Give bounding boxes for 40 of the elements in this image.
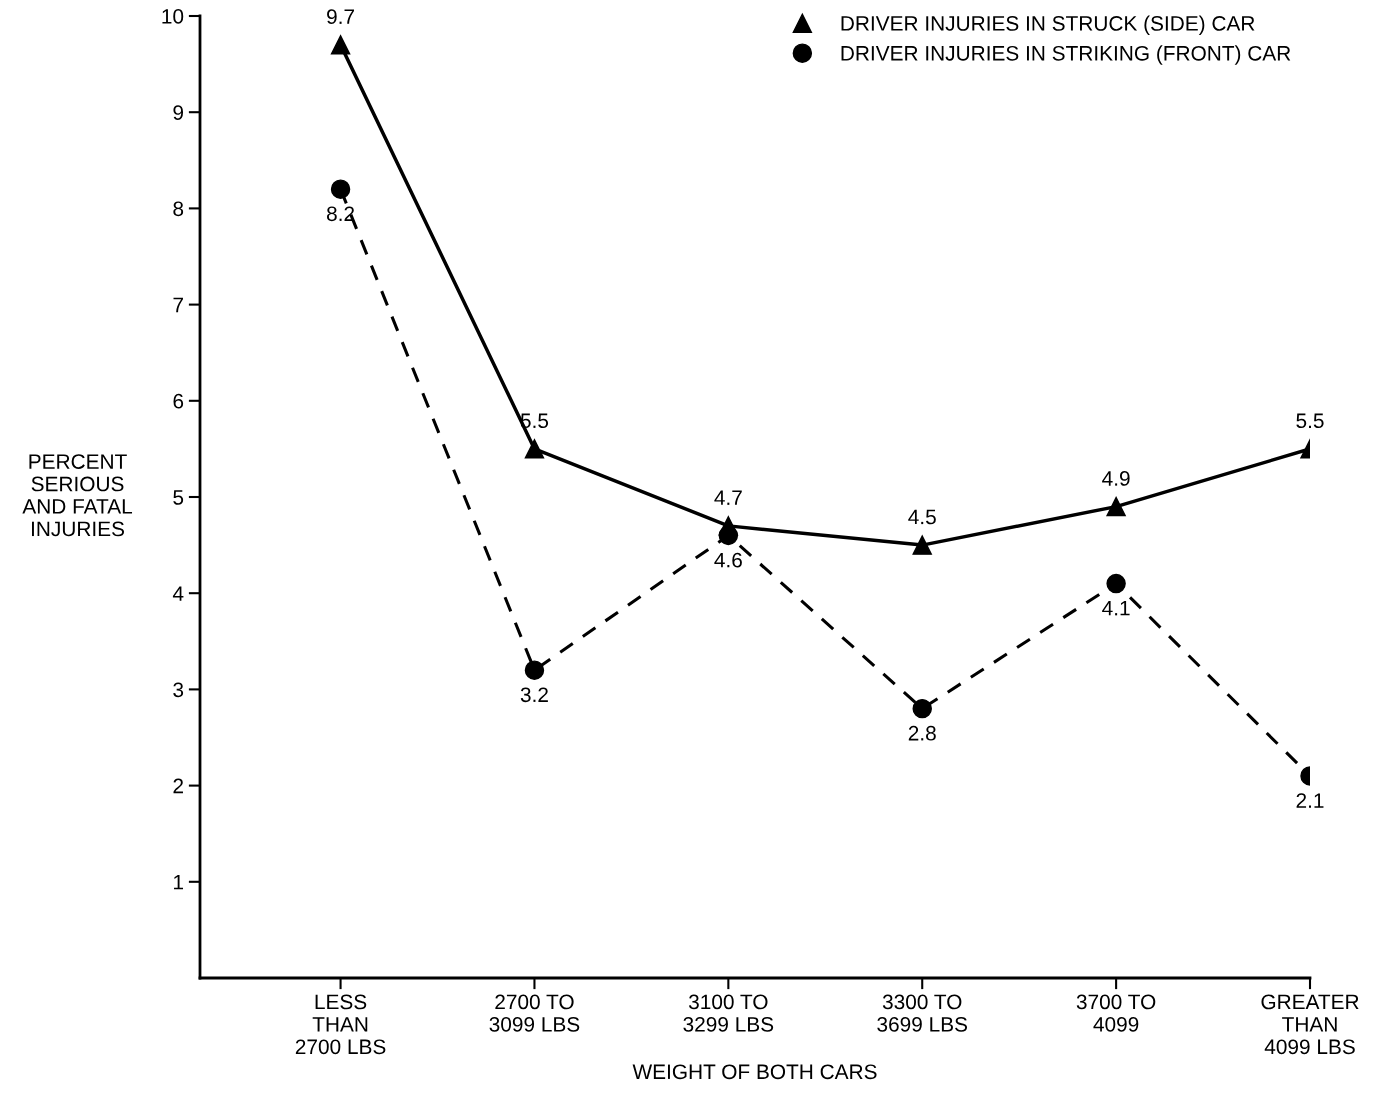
- legend-label: DRIVER INJURIES IN STRUCK (SIDE) CAR: [841, 15, 1255, 35]
- data-label: 8.2: [326, 206, 354, 222]
- y-tick-label: 4: [172, 586, 184, 601]
- y-tick-label: 3: [173, 682, 184, 698]
- data-label: 2.8: [908, 725, 936, 741]
- point: [330, 35, 351, 55]
- y-tick-label: 5: [173, 490, 184, 505]
- data-label: 4.7: [714, 490, 742, 505]
- point: [1106, 496, 1126, 517]
- point: [912, 698, 932, 719]
- y-tick-label: 8: [173, 201, 184, 217]
- y-tick-label: 6: [173, 393, 184, 409]
- x-tick-label: LESS THAN 2700 LBS: [295, 994, 386, 1055]
- x-tick-label: 3700 TO 4099: [1076, 994, 1156, 1032]
- data-label: 2.1: [1296, 793, 1324, 808]
- data-label: 4.5: [908, 509, 936, 525]
- point: [1106, 573, 1126, 594]
- y-tick-label: 10: [162, 9, 184, 24]
- x-tick-label: 3300 TO 3699 LBS: [877, 994, 968, 1032]
- y-tick-label: 7: [173, 297, 183, 313]
- point: [912, 535, 932, 555]
- point: [718, 525, 739, 546]
- data-label: 4.6: [714, 552, 742, 568]
- legend-label: DRIVER INJURIES IN STRIKING (FRONT) CAR: [841, 45, 1291, 65]
- point: [524, 439, 545, 459]
- y-tick-label: 2: [173, 778, 183, 794]
- x-tick-label: 2700 TO 3099 LBS: [489, 994, 580, 1032]
- y-tick-label: 9: [173, 105, 184, 120]
- y-tick-label: 1: [174, 875, 184, 890]
- data-label: 5.5: [1296, 413, 1324, 429]
- x-tick-label: GREATER THAN 4099 LBS: [1261, 994, 1359, 1055]
- data-label: 4.9: [1102, 471, 1130, 486]
- data-label: 4.1: [1102, 601, 1130, 616]
- x-tick-label: 3100 TO 3299 LBS: [683, 994, 774, 1032]
- data-label: 9.7: [327, 9, 354, 25]
- point: [524, 660, 545, 680]
- x-axis-title: WEIGHT OF BOTH CARS: [632, 1064, 877, 1080]
- y-axis-title: PERCENT SERIOUS AND FATAL INJURIES: [22, 454, 133, 537]
- data-label: 3.2: [520, 687, 548, 703]
- point: [330, 179, 351, 199]
